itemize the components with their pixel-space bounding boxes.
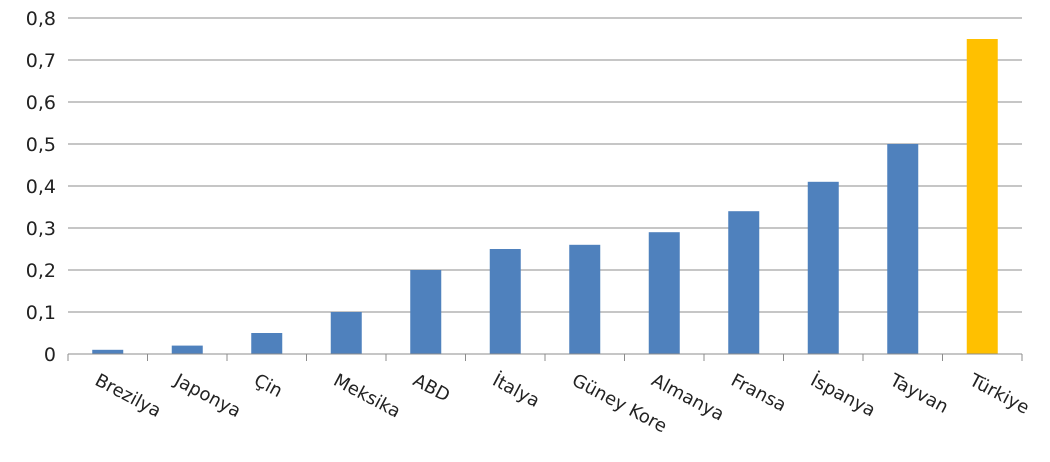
bar	[330, 312, 362, 354]
bar	[966, 39, 998, 354]
x-category-label: Tayvan	[886, 369, 952, 417]
y-tick-label: 0,8	[26, 8, 56, 30]
x-axis-category-labels: Brezilya Japonya Çin Meksika ABD İtalya Güney …	[91, 369, 1032, 437]
x-category-label: Meksika	[330, 370, 404, 423]
y-tick-label: 0,1	[26, 302, 56, 324]
bar	[92, 349, 124, 354]
y-tick-label: 0,7	[26, 50, 56, 72]
bar	[489, 249, 521, 354]
bar	[410, 270, 442, 354]
x-category-label: İtalya	[489, 370, 543, 412]
x-category-label: Fransa	[727, 370, 789, 416]
x-category-label: İspanya	[807, 370, 879, 422]
x-category-label: Brezilya	[91, 370, 164, 422]
bar	[728, 211, 760, 354]
bar	[251, 333, 283, 354]
y-axis-tick-labels: 0 0,1 0,2 0,3 0,4 0,5 0,6 0,7 0,8	[26, 8, 56, 366]
y-tick-label: 0,3	[26, 218, 56, 240]
x-category-label: ABD	[409, 370, 453, 407]
bar	[807, 181, 839, 354]
y-tick-label: 0,6	[26, 92, 56, 114]
x-axis	[67, 353, 1023, 361]
gridlines	[68, 17, 1022, 313]
bar	[569, 244, 601, 354]
y-tick-label: 0,5	[26, 134, 56, 156]
y-tick-label: 0,4	[26, 176, 56, 198]
y-tick-label: 0,2	[26, 260, 56, 282]
bars	[92, 39, 998, 354]
x-category-label: Çin	[250, 370, 285, 402]
x-category-label: Türkiye	[965, 369, 1033, 418]
y-tick-label: 0	[44, 344, 56, 366]
bar	[887, 144, 919, 354]
x-category-label: Japonya	[170, 369, 244, 422]
bar	[171, 345, 203, 354]
bar	[648, 232, 680, 354]
